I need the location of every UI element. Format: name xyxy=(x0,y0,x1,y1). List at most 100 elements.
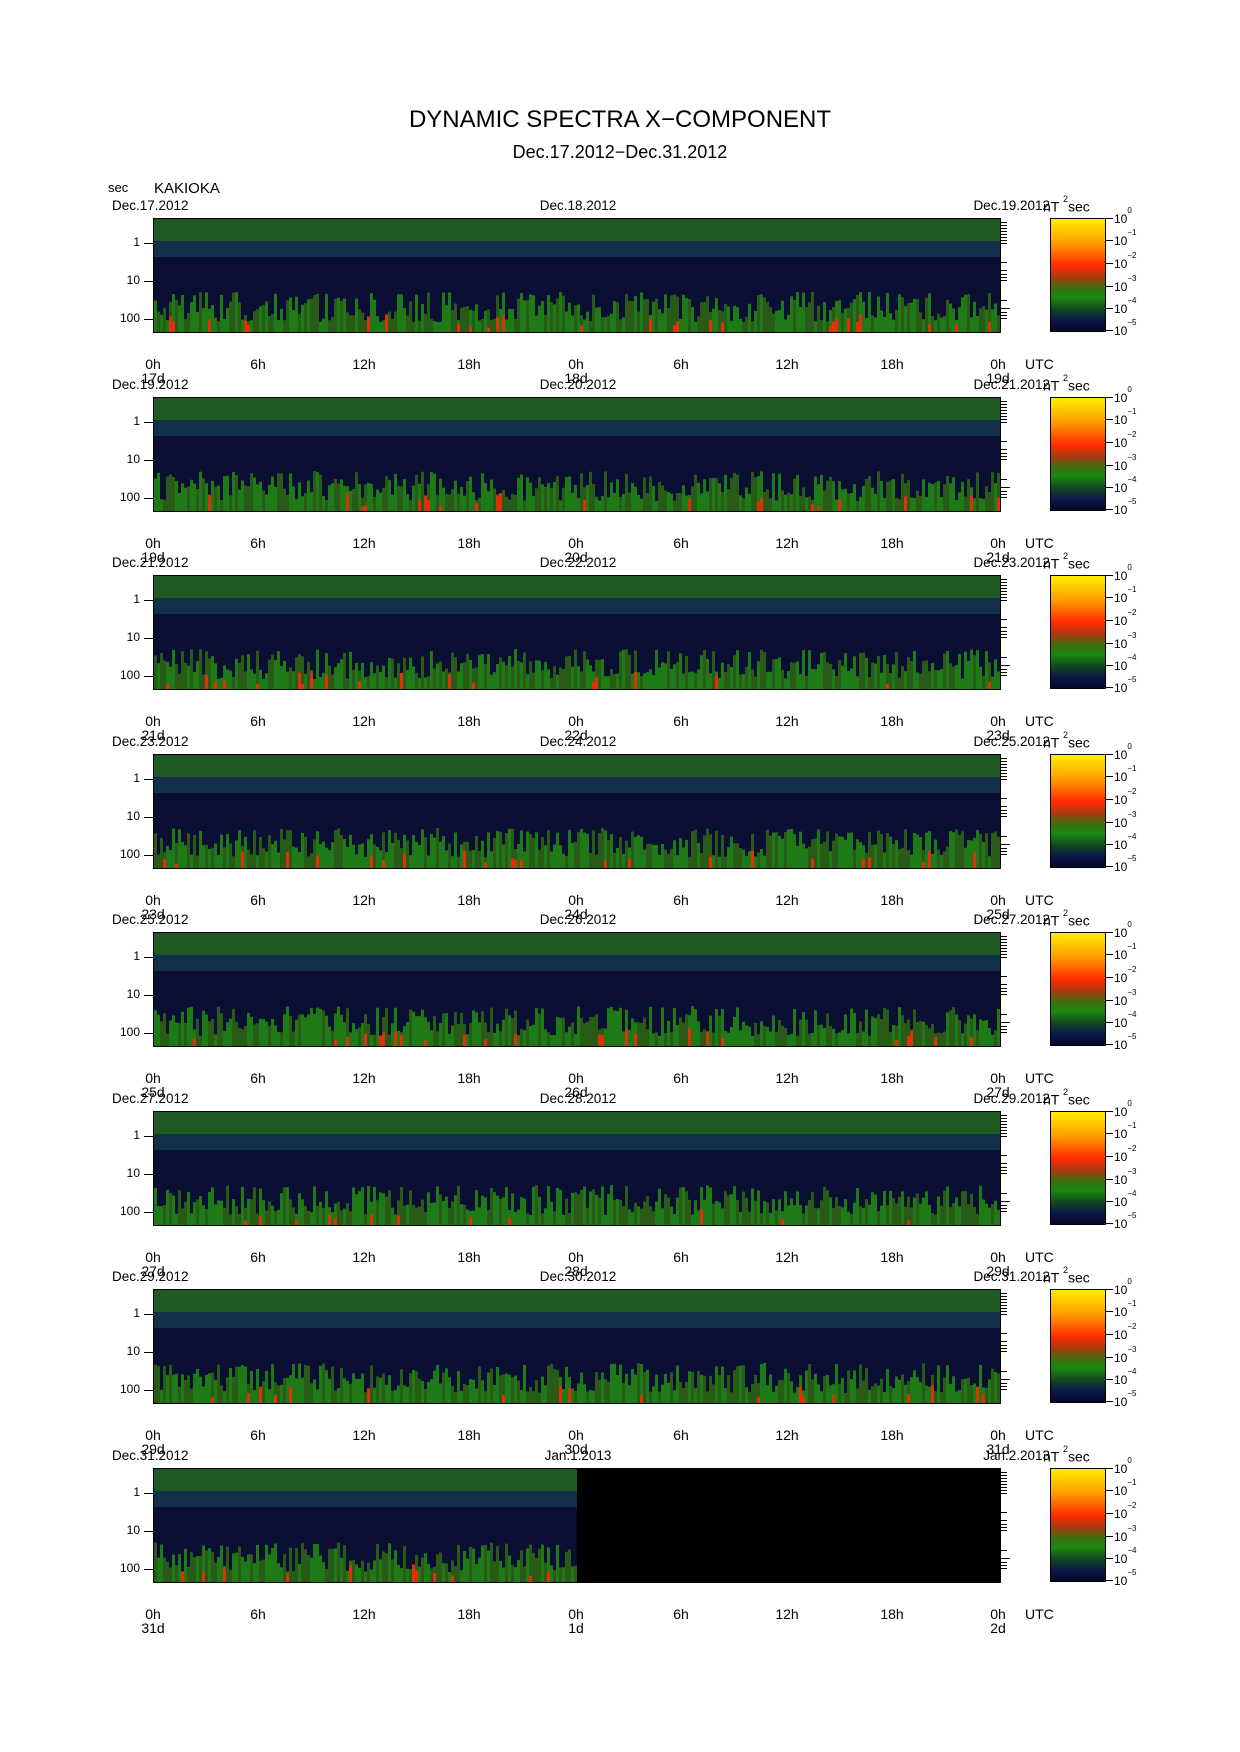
y-tick-label: 100 xyxy=(119,311,140,325)
right-axis-tick xyxy=(1000,1480,1007,1482)
x-tick-label: 18h xyxy=(457,713,481,729)
x-tick-label: 0h xyxy=(568,1427,584,1443)
spectrogram-image xyxy=(154,219,1000,332)
colorbar-tick xyxy=(1105,753,1113,755)
colorbar-tick xyxy=(1105,308,1113,309)
x-day-label: 25d xyxy=(141,1084,165,1100)
colorbar-label-base: 10 xyxy=(1114,1351,1128,1365)
right-axis-tick xyxy=(1000,1305,1007,1306)
x-day-label: 23d xyxy=(986,727,1010,743)
colorbar-label: 10−2 xyxy=(1114,1501,1136,1521)
colorbar-unit-suffix: sec xyxy=(1068,1091,1090,1108)
colorbar-label: 10−3 xyxy=(1114,1524,1136,1544)
right-axis-tick xyxy=(1000,843,1010,845)
colorbar-tick xyxy=(1105,1289,1113,1290)
colorbar-label: 10−1 xyxy=(1114,1121,1136,1141)
colorbar-label-base: 10 xyxy=(1114,1373,1128,1387)
y-tick-mark xyxy=(144,243,153,244)
right-axis-tick xyxy=(1000,274,1007,275)
colorbar-label: 10−3 xyxy=(1114,1345,1136,1365)
colorbar-unit-suffix: sec xyxy=(1068,555,1090,572)
colorbar-label-exp: −5 xyxy=(1127,1210,1137,1220)
right-axis-tick xyxy=(1000,850,1007,852)
colorbar-label-exp: −5 xyxy=(1127,1567,1137,1577)
colorbar-label: 100 xyxy=(1114,563,1132,583)
x-tick-label: 6h xyxy=(250,891,266,908)
utc-label: UTC xyxy=(1025,1605,1054,1622)
spectra-panel: Dec.17.2012 Dec.18.2012 Dec.19.2012 nT 2sec… xyxy=(0,194,1240,386)
colorbar-tick xyxy=(1105,1222,1113,1224)
x-day-label: 31d xyxy=(986,1441,1010,1457)
y-tick-mark xyxy=(144,676,153,677)
right-axis-tick xyxy=(1000,619,1007,620)
right-axis-tick xyxy=(1000,240,1007,241)
colorbar-label: 100 xyxy=(1114,742,1132,762)
right-axis-tick xyxy=(1000,634,1007,635)
spectrogram-image xyxy=(154,397,1000,511)
y-tick-label: 10 xyxy=(126,630,140,644)
y-tick-mark xyxy=(144,1033,153,1034)
utc-label: UTC xyxy=(1025,1248,1054,1265)
colorbar-tick xyxy=(1105,1334,1113,1335)
right-axis-tick xyxy=(1000,412,1007,414)
colorbar-label: 10−3 xyxy=(1114,453,1136,473)
colorbar-tick xyxy=(1105,1512,1113,1514)
panel-date-mid: Dec.20.2012 xyxy=(539,376,617,392)
panel-date-right: Jan.2.2013 xyxy=(983,1447,1050,1463)
colorbar-tick xyxy=(1105,1110,1113,1112)
y-tick-label: 100 xyxy=(119,1560,140,1575)
right-axis-tick xyxy=(1000,769,1007,771)
colorbar-label-base: 10 xyxy=(1114,458,1128,473)
colorbar-label: 10−5 xyxy=(1114,318,1136,338)
colorbar-label-exp: 0 xyxy=(1127,1098,1132,1108)
colorbar-tick xyxy=(1105,1379,1113,1380)
right-axis-tick xyxy=(1000,797,1007,799)
x-day-label: 29d xyxy=(986,1262,1010,1279)
panel-date-right: Dec.21.2012 xyxy=(973,376,1050,392)
colorbar-label-base: 10 xyxy=(1114,1461,1128,1476)
right-axis-tick xyxy=(1000,308,1010,309)
y-tick-label: 100 xyxy=(119,1203,140,1218)
colorbar-label-exp: −5 xyxy=(1127,853,1137,863)
colorbar-label-exp: −4 xyxy=(1127,1367,1137,1376)
colorbar-label: 10−4 xyxy=(1114,1189,1136,1209)
panel-date-mid: Dec.28.2012 xyxy=(539,1090,617,1106)
x-tick-label: 0h xyxy=(568,713,584,729)
colorbar-label-exp: −3 xyxy=(1127,274,1137,283)
panel-date-mid: Dec.22.2012 xyxy=(539,555,617,570)
colorbar-unit-exp: 2 xyxy=(1062,551,1068,561)
right-axis-tick xyxy=(1000,1120,1007,1122)
colorbar-tick xyxy=(1105,263,1113,264)
chart-subtitle: Dec.17.2012−Dec.31.2012 xyxy=(512,142,728,162)
right-axis-tick xyxy=(1000,400,1007,402)
colorbar-tick xyxy=(1105,1311,1113,1312)
x-tick-label: 0h xyxy=(568,1070,584,1086)
right-axis-tick xyxy=(1000,406,1007,408)
colorbar-label-base: 10 xyxy=(1114,614,1128,628)
colorbar-unit-suffix: sec xyxy=(1068,198,1090,215)
colorbar-label: 10−2 xyxy=(1114,1144,1136,1164)
right-axis-tick xyxy=(1000,1026,1007,1027)
x-tick-label: 0h xyxy=(145,713,161,729)
y-tick-label: 100 xyxy=(119,668,140,682)
x-tick-label: 12h xyxy=(775,1070,799,1086)
spectrogram xyxy=(153,1289,1001,1404)
colorbar-tick xyxy=(1105,865,1113,867)
y-tick-label: 1 xyxy=(133,413,140,428)
x-tick-label: 18h xyxy=(457,1427,481,1443)
right-axis-tick xyxy=(1000,315,1007,316)
colorbar-label-exp: 0 xyxy=(1127,206,1132,215)
right-axis-tick xyxy=(1000,455,1007,457)
colorbar-label-exp: −3 xyxy=(1127,631,1137,640)
right-axis-tick xyxy=(1000,409,1007,411)
right-axis-tick xyxy=(1000,936,1007,937)
x-tick-label: 12h xyxy=(352,891,376,908)
right-axis-tick xyxy=(1000,243,1007,244)
x-day-label: 2d xyxy=(990,1619,1006,1636)
colorbar-unit-exp: 2 xyxy=(1062,729,1068,740)
colorbar xyxy=(1050,1467,1106,1582)
colorbar-label-base: 10 xyxy=(1114,280,1128,294)
colorbar-label-base: 10 xyxy=(1114,1395,1128,1409)
colorbar-label-exp: −1 xyxy=(1127,942,1137,951)
colorbar-tick xyxy=(1105,1022,1113,1023)
